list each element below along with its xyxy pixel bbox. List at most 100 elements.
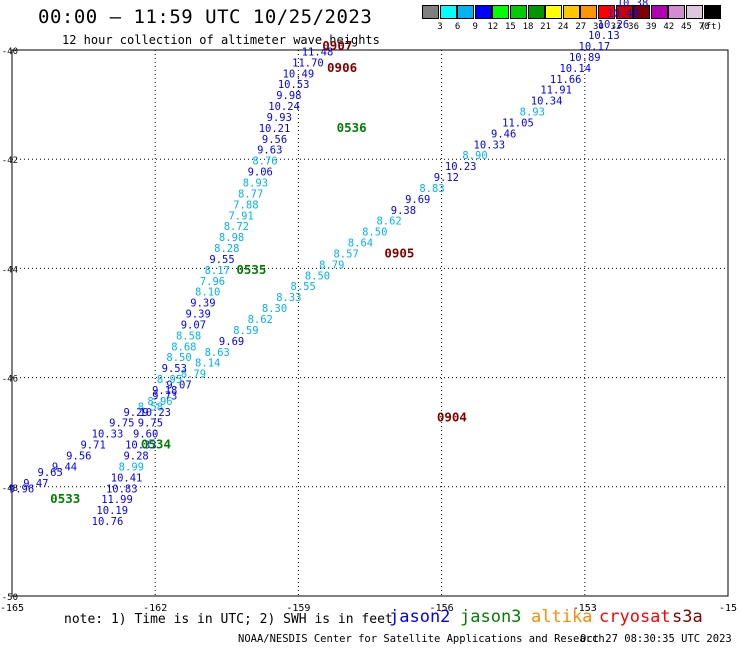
wave-height-value: 9.71: [80, 440, 105, 452]
wave-height-value: 9.60: [133, 429, 158, 441]
wave-height-value: 8.93: [243, 178, 268, 190]
wave-height-value: 9.75: [138, 418, 163, 430]
satellite-label: cryosat: [599, 607, 671, 627]
legend-label: 21: [540, 22, 552, 32]
wave-height-value: 8.62: [376, 216, 401, 228]
latitude-tick-label: -44: [2, 265, 18, 275]
legend-label: 9: [472, 22, 478, 32]
legend-label: 15: [504, 22, 516, 32]
wave-height-value: 9.39: [186, 309, 211, 321]
wave-height-value: 10.23: [445, 161, 477, 173]
pass-time-label: 0905: [384, 245, 414, 260]
wave-height-value: 7.88: [233, 199, 258, 211]
latitude-tick-label: -40: [2, 47, 18, 57]
legend-swatch: [422, 5, 439, 19]
wave-height-value: 11.91: [540, 85, 572, 97]
wave-height-value: 8.99: [119, 461, 144, 473]
wave-height-value: 8.59: [233, 325, 258, 337]
pass-time-label: 0534: [141, 437, 171, 452]
longitude-tick-label: -156: [430, 603, 454, 614]
legend-swatch: [562, 5, 580, 19]
wave-height-value: 9.44: [52, 461, 77, 473]
pass-time-label: 0535: [236, 262, 266, 277]
legend-swatch: [457, 5, 475, 19]
legend-swatch: [615, 5, 633, 19]
wave-height-value: 8.50: [362, 227, 387, 239]
longitude-tick-label: -159: [286, 603, 310, 614]
wave-height-value: 8.68: [171, 341, 196, 353]
legend-swatch: [633, 5, 651, 19]
footer-credit: NOAA/NESDIS Center for Satellite Applica…: [238, 633, 605, 645]
wave-height-value: 8.28: [214, 243, 239, 255]
legend-label: 24: [557, 22, 569, 32]
satellite-label: jason3: [460, 607, 522, 627]
wave-height-value: 8.63: [205, 347, 230, 359]
wave-height-value: 8.62: [248, 314, 273, 326]
footer-note: note: 1) Time is in UTC; 2) SWH is in fe…: [64, 612, 393, 627]
wave-height-value: 9.69: [219, 336, 244, 348]
wave-height-value: 8.96: [147, 396, 172, 408]
wave-height-value: 9.39: [190, 298, 215, 310]
wave-height-value: 8.77: [238, 188, 263, 200]
wave-height-value: 9.93: [267, 112, 292, 124]
page-title: 00:00 — 11:59 UTC 10/25/2023: [38, 6, 373, 28]
legend-label: 3: [437, 22, 443, 32]
wave-height-value: 9.63: [257, 145, 282, 157]
satellite-label: altika: [531, 607, 593, 627]
longitude-tick-label: -153: [573, 603, 597, 614]
wave-height-value: 9.53: [162, 363, 187, 375]
wave-height-value: 8.95: [157, 374, 182, 386]
wave-height-value: 9.38: [391, 205, 416, 217]
legend-label: 33: [610, 22, 622, 32]
map-frame: [11, 49, 729, 597]
legend-label: 39: [645, 22, 657, 32]
wave-height-value: 11.48: [302, 46, 334, 58]
wave-height-value: 8.76: [252, 156, 277, 168]
wave-height-value: 10.26: [598, 19, 630, 31]
legend-label: 36: [628, 22, 640, 32]
wave-height-value: 9.65: [38, 467, 63, 479]
wave-height-value: 10.41: [111, 472, 143, 484]
legend-label: 6: [454, 22, 461, 32]
legend-swatch: [527, 5, 545, 19]
wave-height-value: 10.17: [579, 41, 611, 53]
wave-height-value: 10.13: [588, 30, 620, 42]
wave-height-value: 10.33: [474, 139, 506, 151]
legend-label: 70: [698, 22, 710, 32]
wave-height-value: 8.30: [262, 303, 287, 315]
legend-swatch: [650, 5, 668, 19]
wave-height-value: 8.17: [205, 265, 230, 277]
latitude-tick-label: -48: [2, 484, 18, 494]
wave-height-value: 8.14: [195, 358, 220, 370]
wave-height-value: 8.58: [176, 330, 201, 342]
legend-swatch: [598, 5, 615, 19]
wave-height-value: 9.29: [123, 407, 148, 419]
legend-swatch: [510, 5, 527, 19]
wave-height-value: 10.49: [283, 68, 315, 80]
longitude-tick-label: -162: [143, 603, 167, 614]
wave-height-value: 10.33: [92, 429, 124, 441]
wave-height-value: 10.89: [569, 52, 601, 64]
wave-height-value: 10.49: [607, 8, 639, 20]
wave-height-value: 8.64: [348, 238, 373, 250]
satellite-label: s3a: [672, 607, 703, 627]
wave-height-value: 8.50: [305, 270, 330, 282]
wave-height-value: 7.91: [228, 210, 253, 222]
footer-timestamp: Oct 27 08:30:35 UTC 2023: [580, 633, 732, 645]
wave-height-value: 8.90: [462, 150, 487, 162]
wave-height-value: 9.73: [152, 390, 177, 402]
pass-time-label: 0906: [327, 60, 357, 75]
legend-swatch: [703, 5, 721, 19]
wave-height-value: 8.93: [520, 107, 545, 119]
wave-height-value: 9.69: [405, 194, 430, 206]
legend-swatch: [686, 5, 703, 19]
wave-height-value: 10.21: [259, 123, 291, 135]
latitude-tick-label: -50: [2, 593, 18, 603]
wave-height-value: 11.66: [550, 74, 582, 86]
pass-time-label: 0536: [337, 120, 367, 135]
legend-label: 18: [522, 22, 534, 32]
wave-height-value: 7.96: [200, 276, 225, 288]
pass-time-label: 0907: [322, 38, 352, 53]
wave-height-value: 9.07: [181, 319, 206, 331]
